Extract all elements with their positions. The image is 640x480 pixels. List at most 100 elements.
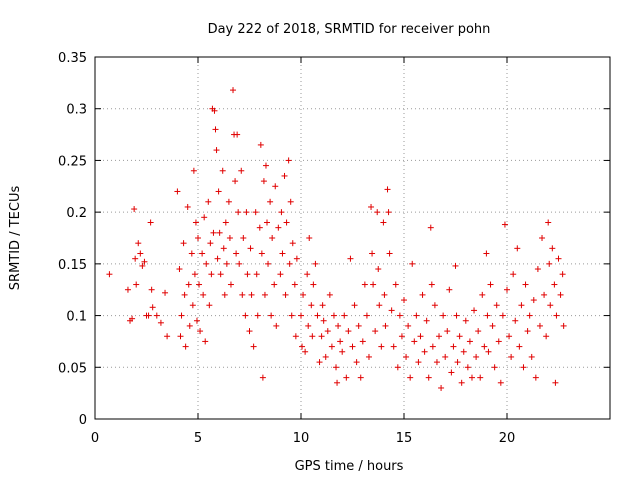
data-point [261,291,268,298]
data-point [337,338,344,345]
data-point [200,291,207,298]
data-point [417,333,424,340]
data-point [243,209,250,216]
data-point [223,260,230,267]
data-point [419,291,426,298]
data-point [242,312,249,319]
data-point [481,343,488,350]
data-point [210,229,217,236]
data-point [281,172,288,179]
data-point [225,198,232,205]
data-point [306,235,313,241]
chart-title: Day 222 of 2018, SRMTID for receiver poh… [208,22,491,37]
data-point [190,167,197,174]
data-point [186,322,193,329]
data-point [298,312,304,319]
data-point [405,322,412,329]
data-point [238,167,245,174]
data-point [473,353,480,360]
data-point [351,302,358,309]
data-point [273,322,280,329]
y-tick-label: 0.2 [66,206,87,221]
grid [95,57,610,419]
data-point [153,312,160,319]
data-point [221,291,228,298]
data-point [413,312,420,319]
data-point [409,260,416,267]
data-point [468,374,475,381]
data-point [277,271,284,278]
data-point [365,353,372,360]
data-point [246,328,253,335]
data-point [355,322,362,329]
data-point [174,188,181,195]
data-point [440,312,447,319]
data-point [135,240,142,247]
data-point [289,240,296,247]
data-point [484,312,491,319]
data-point [203,260,210,267]
data-point [487,281,494,288]
data-point [264,219,271,226]
data-point [262,162,269,169]
data-point [448,369,455,376]
data-points [106,87,567,391]
data-point [380,219,387,226]
data-point [516,343,523,350]
data-point [512,317,519,324]
data-point [318,333,325,340]
data-point [392,281,399,288]
data-point [460,348,467,355]
data-point [454,359,461,366]
data-point [466,338,473,345]
data-point [471,307,478,314]
data-point [286,260,293,267]
data-point [254,312,261,319]
data-point [191,271,198,278]
data-point [475,328,482,335]
data-point [195,235,201,241]
data-point [456,333,463,340]
data-point [357,374,364,381]
data-point [382,322,389,329]
data-point [227,281,234,288]
data-point [546,260,553,267]
data-point [528,353,535,360]
y-tick-label: 0.05 [58,361,87,376]
data-point [345,328,352,335]
data-point [549,245,556,252]
data-point [403,353,410,360]
data-point [189,302,196,309]
data-point [458,379,465,386]
data-point [176,266,183,273]
data-point [421,348,428,355]
data-point [310,281,317,288]
data-point [279,250,286,257]
data-point [541,291,548,298]
data-point [560,322,567,329]
data-point [256,224,263,231]
data-point [335,322,342,329]
data-point [282,291,289,298]
data-point [157,319,164,326]
data-point [388,307,395,314]
data-point [201,214,208,221]
data-point [252,209,259,216]
data-point [181,291,188,298]
data-point [431,302,438,309]
data-point [491,364,498,371]
data-point [334,379,341,386]
data-point [446,286,453,293]
x-axis-ticks: 0 5 10 15 20 [91,57,515,446]
data-point [551,281,558,288]
data-point [147,219,154,226]
data-point [299,343,306,350]
data-point [504,286,510,293]
data-point [268,312,275,319]
data-point [232,178,239,185]
data-point [359,338,366,345]
data-point [222,219,229,226]
data-point [333,364,340,371]
data-point [343,374,350,381]
data-point [433,359,440,366]
